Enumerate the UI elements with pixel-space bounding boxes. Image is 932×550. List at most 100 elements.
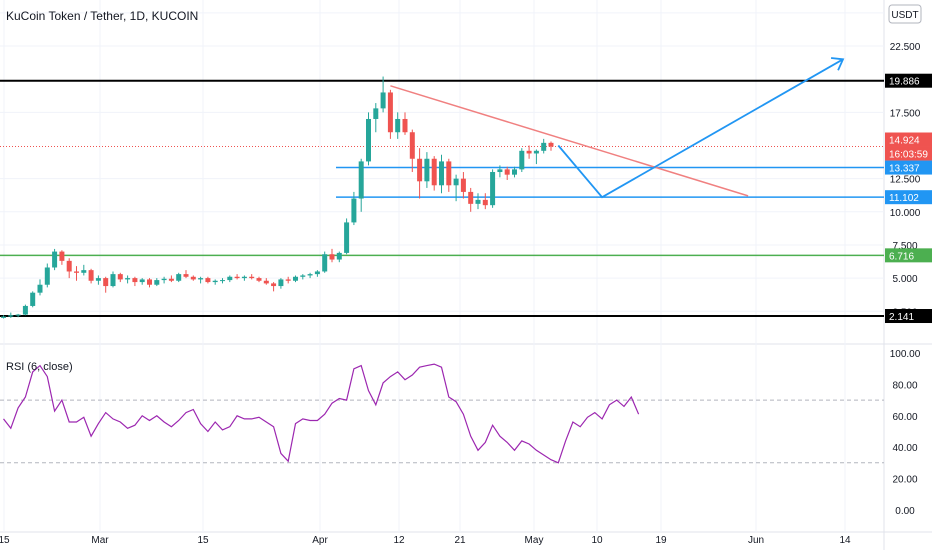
price-labels: 19.886 14.924 16:03:59 13.337 11.102 6.716 2.1…: [885, 73, 932, 324]
time-tick-label: 10: [591, 535, 603, 546]
candle-body: [409, 132, 415, 159]
candle-body: [241, 276, 247, 279]
candle-body: [147, 279, 152, 285]
candle-body: [52, 251, 58, 268]
candle-body: [103, 278, 109, 287]
candle-body: [15, 314, 21, 316]
projection-path[interactable]: [557, 58, 844, 199]
candle-body: [519, 150, 525, 170]
candle-body: [336, 252, 342, 260]
price-label-text: 19.886: [889, 77, 920, 88]
candle-body: [439, 161, 444, 186]
candle-body: [110, 274, 116, 287]
candle-body: [59, 251, 65, 261]
price-label-box: [885, 132, 932, 147]
chart-title: KuCoin Token / Tether, 1D, KUCOIN: [6, 9, 198, 23]
time-tick-label: 19: [655, 535, 667, 546]
price-label-box: [885, 248, 932, 263]
candle-body: [139, 279, 145, 283]
candle-body: [190, 276, 196, 280]
candle-body: [541, 142, 547, 151]
candle-body: [176, 274, 182, 281]
candle-body: [417, 158, 423, 182]
candle-body: [168, 278, 174, 281]
price-label-box: [885, 146, 932, 161]
time-tick-label: Mar: [91, 535, 109, 546]
trendline[interactable]: [390, 85, 749, 197]
candle-body: [74, 271, 79, 273]
candle-body: [322, 254, 328, 272]
candle-body: [344, 222, 350, 253]
price-label-text: 13.337: [889, 164, 920, 175]
rsi-tick-label: 100.00: [890, 349, 921, 360]
candle-body: [512, 169, 517, 175]
candle-body: [293, 276, 298, 281]
candle-body: [44, 267, 50, 285]
candle-body: [154, 280, 160, 285]
candle-body: [66, 260, 72, 272]
candle-body: [125, 278, 131, 280]
candle-body: [88, 270, 94, 281]
rsi-panel: [0, 363, 884, 464]
currency-badge[interactable]: [888, 4, 922, 24]
candle-body: [22, 305, 28, 315]
drawings[interactable]: [390, 57, 845, 199]
price-tick-label: 22.500: [890, 42, 921, 53]
candle-body: [132, 278, 138, 283]
candle-body: [468, 191, 474, 204]
candle-body: [278, 279, 284, 287]
candle-body: [497, 169, 503, 173]
candle-body: [1, 316, 6, 318]
candle-body: [460, 178, 466, 192]
candle-body: [198, 278, 204, 280]
price-label-box: [885, 160, 932, 175]
candle-body: [380, 92, 386, 109]
candle-body: [490, 172, 496, 206]
candle-body: [307, 274, 313, 276]
time-tick-label: 15: [197, 535, 209, 546]
candle-body: [256, 278, 262, 281]
candle-body: [117, 274, 123, 280]
price-label-box: [885, 190, 932, 205]
price-tick-label: 7.500: [892, 241, 917, 252]
candle-body: [373, 108, 379, 119]
candle-body: [212, 280, 218, 283]
candle-body: [220, 280, 225, 282]
candle-body: [285, 279, 291, 281]
candle-body: [95, 278, 101, 281]
rsi-tick-label: 20.00: [892, 474, 917, 485]
candle-body: [37, 284, 43, 293]
candle-body: [263, 280, 269, 284]
time-tick-label: 12: [393, 535, 405, 546]
time-tick-label: May: [525, 535, 544, 546]
price-tick-label: 5.000: [892, 274, 917, 285]
time-tick-label: Apr: [312, 535, 328, 546]
price-label-box: [885, 73, 932, 88]
currency-badge-label: USDT: [891, 10, 918, 21]
candle-body: [548, 142, 554, 147]
candle-body: [533, 150, 539, 154]
candle-body: [8, 315, 14, 317]
time-tick-label: 14: [839, 535, 851, 546]
time-tick-label: 21: [454, 535, 466, 546]
price-label-text: 11.102: [889, 193, 919, 204]
price-label-box: [885, 309, 932, 324]
candle-body: [453, 178, 459, 186]
candle-body: [30, 292, 36, 306]
candles: [1, 76, 554, 319]
candle-body: [402, 118, 408, 133]
candle-body: [183, 274, 189, 277]
rsi-tick-label: 80.00: [892, 380, 917, 391]
projection-arrowhead: [830, 57, 845, 71]
rsi-tick-label: 40.00: [892, 443, 917, 454]
candle-body: [161, 278, 167, 281]
candle-body: [424, 158, 430, 182]
candle-body: [329, 254, 335, 260]
candle-body: [351, 198, 357, 223]
price-label-text: 14.924: [889, 136, 920, 147]
price-label-text: 16:03:59: [889, 150, 928, 161]
candle-body: [81, 270, 87, 273]
rsi-tick-label: 60.00: [892, 412, 917, 423]
